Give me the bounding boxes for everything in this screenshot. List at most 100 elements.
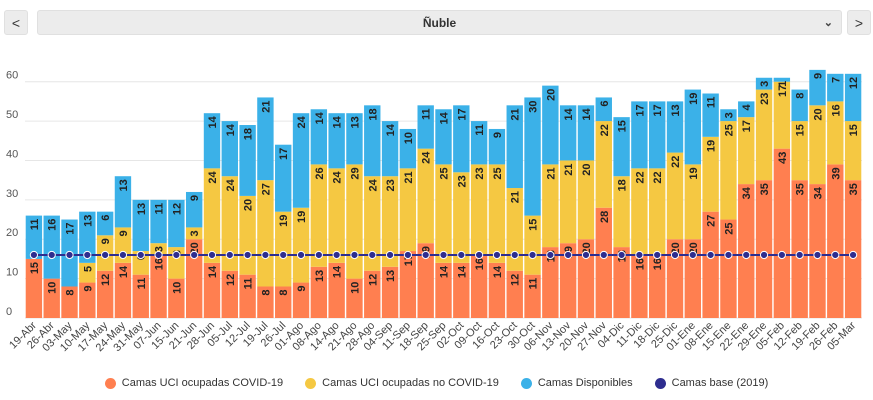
bar-segment-disponibles (275, 144, 292, 212)
legend-swatch-disponibles (520, 377, 532, 389)
bar-segment-noncovid (292, 207, 310, 283)
bar-segment-noncovid (399, 168, 417, 252)
bar-segment-noncovid (613, 176, 630, 248)
baseline-point (172, 250, 181, 260)
bar-segment-noncovid (791, 121, 808, 181)
bar-segment-covid (150, 254, 167, 318)
baseline-point (742, 250, 751, 260)
bar-segment-disponibles (577, 105, 595, 161)
data-label-covid: 34 (812, 186, 824, 199)
legend-swatch-covid (104, 377, 116, 389)
baseline-point (118, 250, 128, 260)
data-label-noncovid: 22 (634, 171, 646, 183)
baseline-point (724, 250, 733, 260)
bar-segment-noncovid (524, 215, 541, 275)
bar-segment-covid (43, 278, 60, 318)
bar-segment-disponibles (542, 85, 559, 165)
data-label-disponibles: 11 (29, 219, 41, 231)
bar-segment-covid (684, 239, 702, 318)
legend-label-noncovid: Camas UCI ocupadas no COVID-19 (322, 377, 499, 389)
bar-segment-disponibles (702, 93, 719, 137)
data-label-covid: 11 (528, 278, 540, 290)
bar-segment-noncovid (185, 227, 203, 240)
chevron-right-icon: > (854, 14, 864, 31)
data-label-noncovid: 24 (367, 178, 379, 191)
legend-item-noncovid[interactable]: Camas UCI ocupadas no COVID-19 (305, 377, 499, 389)
data-label-noncovid: 24 (225, 178, 237, 191)
data-label-covid: 25 (723, 223, 735, 235)
bar-segment-disponibles (809, 69, 826, 106)
y-tick-label: 40 (6, 148, 18, 160)
data-label-covid: 9 (82, 286, 94, 292)
data-label-covid: 10 (171, 282, 183, 294)
bar-segment-disponibles (435, 109, 452, 165)
baseline-point (154, 250, 163, 260)
data-label-disponibles: 17 (456, 108, 468, 120)
data-label-noncovid: 15 (795, 124, 807, 136)
bar-segment-disponibles (328, 113, 345, 169)
baseline-point (29, 250, 39, 260)
data-label-disponibles: 9 (492, 132, 504, 138)
bar-segment-noncovid (666, 152, 684, 240)
data-label-noncovid: 17 (777, 85, 789, 97)
baseline-point (439, 250, 448, 260)
data-label-covid: 14 (439, 265, 451, 278)
data-label-disponibles: 16 (47, 219, 59, 231)
region-select[interactable]: Ñuble ⌄ (37, 10, 842, 35)
bar-segment-disponibles (506, 105, 523, 189)
prev-button[interactable]: < (4, 10, 28, 35)
data-label-noncovid: 20 (243, 199, 255, 211)
bar-segment-noncovid (328, 168, 345, 263)
data-label-noncovid: 17 (741, 120, 753, 132)
data-label-disponibles: 13 (136, 203, 148, 215)
data-label-noncovid: 22 (670, 156, 682, 168)
baseline-point (243, 250, 252, 260)
data-label-noncovid: 23 (385, 179, 397, 191)
baseline-point (101, 250, 110, 260)
bar-segment-disponibles (595, 97, 612, 122)
legend-label-base: Camas base (2019) (671, 377, 769, 389)
bar-segment-disponibles (203, 113, 221, 169)
data-label-covid: 28 (599, 211, 611, 223)
bar-segment-disponibles (381, 121, 399, 177)
baseline-point (492, 250, 502, 260)
baseline-point (225, 250, 234, 260)
legend-label-disponibles: Camas Disponibles (537, 377, 633, 389)
data-label-covid: 16 (474, 258, 486, 270)
bar-segment-covid (773, 148, 791, 318)
header-bar: < Ñuble ⌄ > (4, 10, 871, 37)
data-label-disponibles: 6 (100, 215, 112, 221)
data-label-disponibles: 7 (830, 77, 842, 83)
bar-segment-noncovid (453, 172, 470, 263)
legend-item-covid[interactable]: Camas UCI ocupadas COVID-19 (104, 377, 284, 389)
legend-item-disponibles[interactable]: Camas Disponibles (520, 377, 633, 389)
baseline-point (795, 250, 804, 260)
bar-segment-noncovid (809, 105, 826, 185)
baseline-point (688, 250, 697, 260)
next-button[interactable]: > (847, 10, 871, 35)
data-label-covid: 8 (65, 289, 77, 295)
data-label-covid: 15 (29, 262, 41, 274)
data-label-noncovid: 21 (510, 191, 522, 203)
data-label-disponibles: 8 (795, 93, 807, 99)
bar-segment-covid (506, 270, 523, 318)
baseline-point (831, 250, 840, 260)
bar-segment-covid (435, 262, 452, 318)
legend-label-covid: Camas UCI ocupadas COVID-19 (121, 377, 284, 389)
bar-segment-covid (364, 270, 381, 318)
bar-segment-noncovid (649, 168, 666, 255)
data-label-noncovid: 24 (332, 170, 344, 183)
bar-segment-covid (453, 262, 470, 318)
data-label-covid: 16 (634, 258, 646, 270)
bar-segment-covid (595, 207, 612, 318)
baseline-point (581, 250, 591, 260)
data-label-noncovid: 21 (403, 171, 415, 183)
legend-item-base[interactable]: Camas base (2019) (654, 377, 769, 389)
bar-segment-disponibles (96, 211, 114, 236)
data-label-disponibles: 6 (599, 100, 611, 106)
bar-segment-covid (221, 270, 238, 318)
bar-segment-disponibles (631, 101, 648, 169)
legend-swatch-base (654, 377, 666, 389)
data-label-disponibles: 13 (82, 215, 94, 227)
bar-segment-covid (310, 266, 328, 318)
